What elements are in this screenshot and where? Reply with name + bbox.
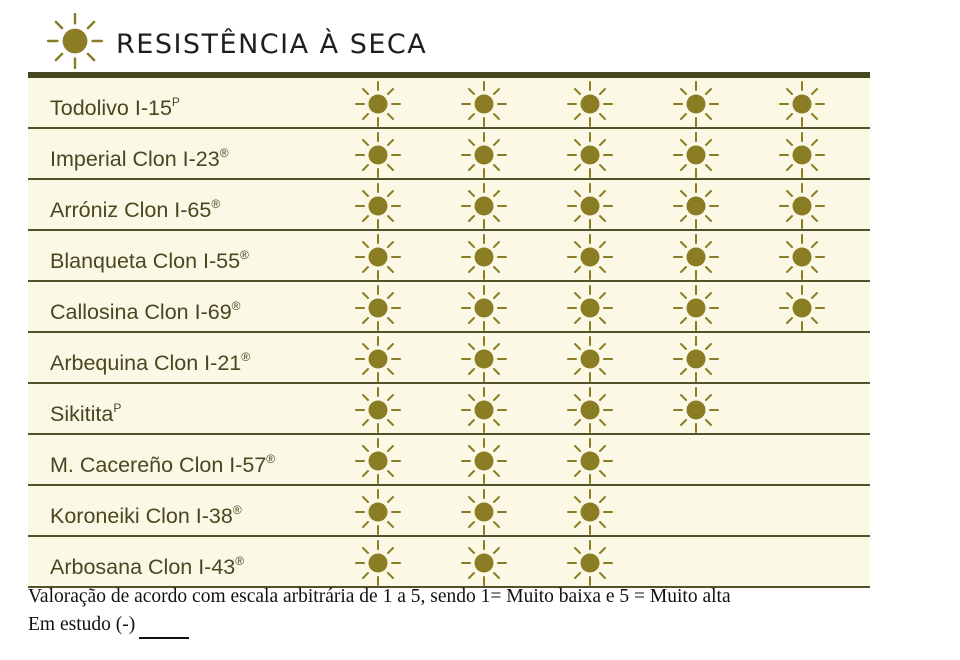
sun-rating-icon — [566, 335, 614, 383]
sun-rating-icon — [460, 182, 508, 230]
sun-rating-icon — [354, 437, 402, 485]
table-row: Todolivo I-15P — [28, 78, 870, 129]
sun-rating-icon — [460, 539, 508, 587]
variety-mark: ® — [266, 452, 276, 466]
variety-name: SikititaP — [50, 401, 122, 426]
sun-rating-icon — [460, 233, 508, 281]
sun-rating-icon — [354, 233, 402, 281]
sun-rating-icon — [566, 539, 614, 587]
scale-note: Valoração de acordo com escala arbitrári… — [28, 586, 731, 607]
variety-mark: ® — [219, 146, 229, 160]
variety-name: Blanqueta Clon I-55® — [50, 248, 249, 273]
sun-rating-icon — [778, 233, 826, 281]
sun-rating-icon — [460, 80, 508, 128]
sun-rating-icon — [778, 284, 826, 332]
in-study-blank — [139, 617, 190, 639]
sun-rating-icon — [460, 437, 508, 485]
variety-mark: P — [113, 401, 122, 415]
variety-name: Arbosana Clon I-43® — [50, 554, 245, 579]
variety-mark: P — [171, 95, 180, 109]
sun-rating-icon — [354, 488, 402, 536]
variety-name: Arbequina Clon I-21® — [50, 350, 251, 375]
table-row: Arróniz Clon I-65® — [28, 180, 870, 231]
page-title: RESISTÊNCIA À SECA — [116, 28, 428, 60]
sun-rating-icon — [354, 539, 402, 587]
table-row: Arbequina Clon I-21® — [28, 333, 870, 384]
sun-rating-icon — [566, 80, 614, 128]
variety-mark: ® — [241, 350, 251, 364]
variety-mark: ® — [232, 503, 242, 517]
sun-rating-icon — [672, 284, 720, 332]
sun-rating-icon — [778, 182, 826, 230]
sun-rating-icon — [778, 131, 826, 179]
sun-rating-icon — [566, 386, 614, 434]
variety-mark: ® — [231, 299, 241, 313]
sun-rating-icon — [672, 335, 720, 383]
sun-rating-icon — [354, 335, 402, 383]
table-row: Arbosana Clon I-43® — [28, 537, 870, 588]
sun-rating-icon — [354, 182, 402, 230]
variety-mark: ® — [240, 248, 249, 262]
sun-rating-icon — [460, 488, 508, 536]
sun-icon — [46, 12, 104, 70]
sun-rating-icon — [354, 386, 402, 434]
sun-rating-icon — [566, 182, 614, 230]
variety-name: Koroneiki Clon I-38® — [50, 503, 242, 528]
table-row: M. Cacereño Clon I-57® — [28, 435, 870, 486]
sun-rating-icon — [460, 284, 508, 332]
sun-rating-icon — [460, 335, 508, 383]
sun-rating-icon — [354, 131, 402, 179]
variety-mark: ® — [235, 554, 245, 568]
sun-rating-icon — [778, 80, 826, 128]
sun-rating-icon — [566, 284, 614, 332]
sun-rating-icon — [672, 131, 720, 179]
sun-rating-icon — [354, 284, 402, 332]
sun-rating-icon — [672, 233, 720, 281]
rating-table: Todolivo I-15P — [28, 72, 870, 588]
variety-name: Arróniz Clon I-65® — [50, 197, 221, 222]
sun-rating-icon — [672, 386, 720, 434]
sun-rating-icon — [354, 80, 402, 128]
table-row: Koroneiki Clon I-38® — [28, 486, 870, 537]
sun-rating-icon — [460, 386, 508, 434]
sun-rating-icon — [460, 131, 508, 179]
sun-rating-icon — [566, 131, 614, 179]
table-row: Callosina Clon I-69® — [28, 282, 870, 333]
footnote: Valoração de acordo com escala arbitrári… — [28, 583, 948, 639]
sun-rating-icon — [672, 182, 720, 230]
table-row: SikititaP — [28, 384, 870, 435]
table-row: Imperial Clon I-23® — [28, 129, 870, 180]
variety-name: Callosina Clon I-69® — [50, 299, 241, 324]
variety-mark: ® — [211, 197, 221, 211]
variety-name: Todolivo I-15P — [50, 95, 180, 120]
sun-rating-icon — [566, 437, 614, 485]
in-study-note: Em estudo (-) — [28, 614, 136, 635]
variety-name: Imperial Clon I-23® — [50, 146, 229, 171]
header: RESISTÊNCIA À SECA — [44, 12, 427, 70]
sun-rating-icon — [672, 80, 720, 128]
sun-rating-icon — [566, 233, 614, 281]
variety-name: M. Cacereño Clon I-57® — [50, 452, 276, 477]
sun-rating-icon — [566, 488, 614, 536]
table-row: Blanqueta Clon I-55® — [28, 231, 870, 282]
